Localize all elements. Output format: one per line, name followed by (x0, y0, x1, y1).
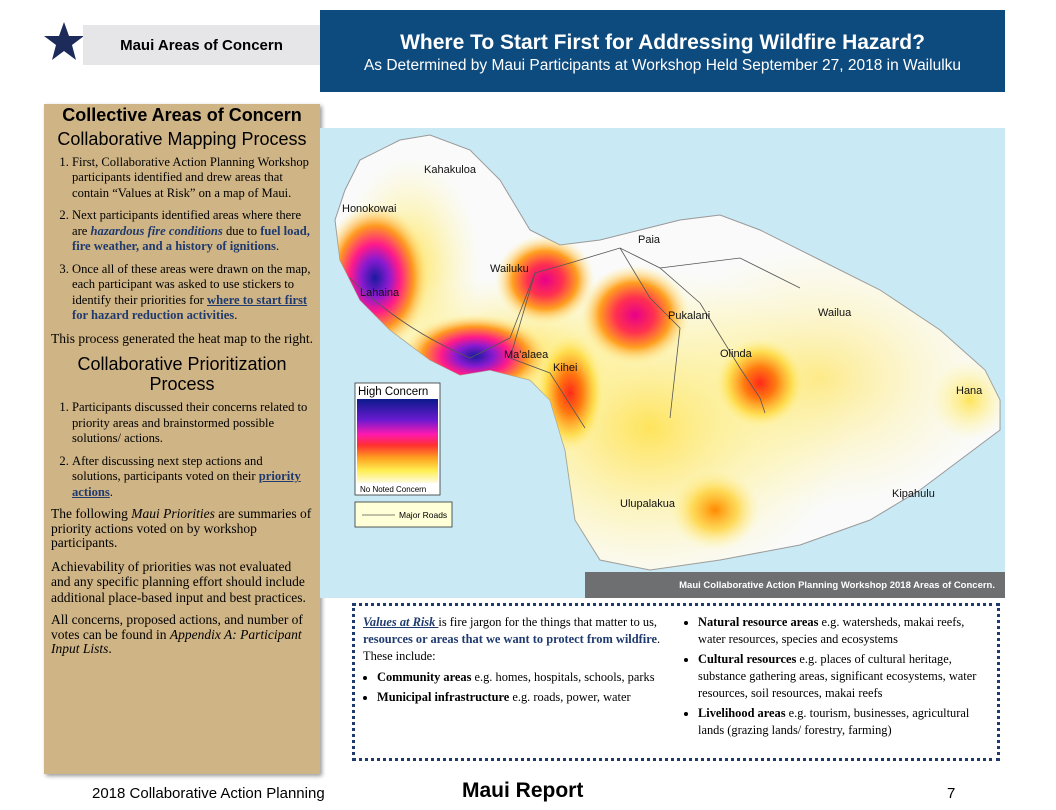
text: Participants discussed their concerns re… (72, 400, 308, 445)
left-panel: Collective Areas of Concern Collaborativ… (44, 104, 320, 774)
place-label: Kahakuloa (424, 164, 477, 176)
text: e.g. tourism, businesses, agricultural l… (698, 706, 970, 737)
map-caption: Maui Collaborative Action Planning Works… (679, 580, 995, 591)
emphasis: Maui Priorities (131, 506, 215, 521)
place-label: Kipahulu (892, 488, 935, 500)
text: After discussing next step actions and s… (72, 453, 263, 484)
place-labels: Kahakuloa Honokowai Paia Wailuku Lahaina… (342, 164, 983, 510)
emphasis: fuel load, fire weather, and a history o… (72, 223, 310, 254)
section-heading: Collaborative Mapping Process (57, 128, 307, 149)
roads (349, 247, 801, 429)
text: Next participants identified areas where… (72, 208, 302, 238)
badge-text: Maui Areas of Concern (120, 36, 283, 54)
text: The following (51, 506, 132, 521)
legend-low: No Noted Concern (360, 485, 426, 494)
place-label: Olinda (720, 348, 753, 360)
bullet: Community areas e.g. homes, hospitals, s… (377, 669, 668, 686)
paragraph: The following Maui Priorities are summar… (51, 506, 314, 551)
link[interactable]: priority actions (72, 469, 301, 499)
place-label: Ulupalakua (620, 498, 676, 510)
prioritization-steps: Participants discussed their concerns re… (44, 400, 320, 500)
term: Community areas (377, 670, 472, 684)
place-label: Wailua (818, 307, 852, 319)
bullet-list: Natural resource areas e.g. watersheds, … (684, 614, 989, 739)
term: Cultural resources (698, 652, 797, 666)
link[interactable]: Values at Risk (363, 615, 439, 629)
bullet: Municipal infrastructure e.g. roads, pow… (377, 689, 668, 706)
footer-center: Maui Report (462, 779, 584, 802)
intro: Values at Risk is fire jargon for the th… (363, 614, 668, 665)
caption-bar (585, 572, 1005, 598)
text: . (108, 641, 112, 656)
text: are summaries of priority actions voted … (51, 506, 312, 550)
left-column: Values at Risk is fire jargon for the th… (355, 606, 676, 758)
place-label: Hana (956, 385, 983, 397)
subtitle: As Determined by Maui Participants at Wo… (363, 57, 962, 74)
text: . (275, 239, 280, 253)
text: Once all of these areas were drawn on th… (72, 261, 311, 307)
term: Natural resource areas (698, 615, 819, 629)
legend-high: High Concern (358, 386, 428, 398)
text: is fire jargon for the things that matte… (438, 615, 658, 629)
step: First, Collaborative Action Planning Wor… (72, 155, 314, 202)
place-label: Kihei (553, 362, 577, 374)
note: This process generated the heat map to t… (51, 330, 314, 346)
header-banner: Where To Start First for Addressing Wild… (320, 10, 1005, 92)
emphasis: Appendix A: Participant Input Lists (51, 626, 302, 656)
footer-left: 2018 Collaborative Action Planning (92, 785, 325, 802)
values-box: Values at Risk is fire jargon for the th… (352, 603, 1000, 761)
place-label: Paia (638, 234, 661, 246)
bullet-list: Community areas e.g. homes, hospitals, s… (363, 669, 668, 706)
step: Once all of these areas were drawn on th… (72, 262, 314, 324)
text: First, Collaborative Action Planning Wor… (72, 154, 309, 200)
star-icon (44, 22, 84, 60)
right-column: Natural resource areas e.g. watersheds, … (676, 606, 997, 758)
emphasis: for hazard reduction activities (72, 308, 235, 322)
paragraph: Achievability of priorities was not eval… (51, 559, 314, 606)
link[interactable]: where to start first (207, 292, 308, 307)
badge: Maui Areas of Concern (83, 25, 320, 65)
place-label: Ma'alaea (504, 349, 549, 361)
legend-scale (357, 399, 438, 483)
panel-heading: Collective Areas of Concern (62, 105, 302, 125)
text: e.g. watersheds, makai reefs, water reso… (698, 615, 965, 646)
mapping-steps: First, Collaborative Action Planning Wor… (44, 155, 320, 324)
term: Livelihood areas (698, 706, 786, 720)
emphasis: resources or areas that we want to prote… (363, 632, 657, 646)
bullet: Natural resource areas e.g. watersheds, … (698, 614, 989, 648)
text: e.g. homes, hospitals, schools, parks (471, 670, 655, 684)
text: Achievability of priorities was not eval… (51, 558, 306, 605)
text: . These include: (363, 632, 661, 663)
section-heading: Collaborative Prioritization Process (77, 354, 287, 394)
roads-label: Major Roads (399, 510, 447, 520)
place-label: Honokowai (342, 203, 396, 215)
step: Participants discussed their concerns re… (72, 400, 314, 447)
paragraph: All concerns, proposed actions, and numb… (51, 612, 314, 657)
bullet: Livelihood areas e.g. tourism, businesse… (698, 705, 989, 739)
place-label: Lahaina (360, 287, 400, 299)
text: due to (222, 223, 261, 238)
step: After discussing next step actions and s… (72, 454, 314, 501)
place-label: Pukalani (668, 310, 710, 322)
text: e.g. places of cultural heritage, substa… (698, 652, 977, 700)
bullet: Cultural resources e.g. places of cultur… (698, 651, 989, 702)
place-label: Wailuku (490, 263, 529, 275)
heat-map: Kahakuloa Honokowai Paia Wailuku Lahaina… (320, 128, 1005, 598)
emphasis: hazardous fire conditions (90, 223, 223, 238)
step: Next participants identified areas where… (72, 208, 314, 255)
roads-legend (354, 501, 453, 528)
text: . (234, 308, 238, 322)
page-number: 7 (947, 785, 956, 802)
term: Municipal infrastructure (377, 690, 510, 704)
legend: High Concern No Noted Concern Major Road… (354, 382, 453, 528)
title: Where To Start First for Addressing Wild… (400, 31, 925, 54)
text: . (109, 484, 113, 499)
text: e.g. roads, power, water (509, 690, 631, 704)
text: All concerns, proposed actions, and numb… (51, 612, 303, 642)
